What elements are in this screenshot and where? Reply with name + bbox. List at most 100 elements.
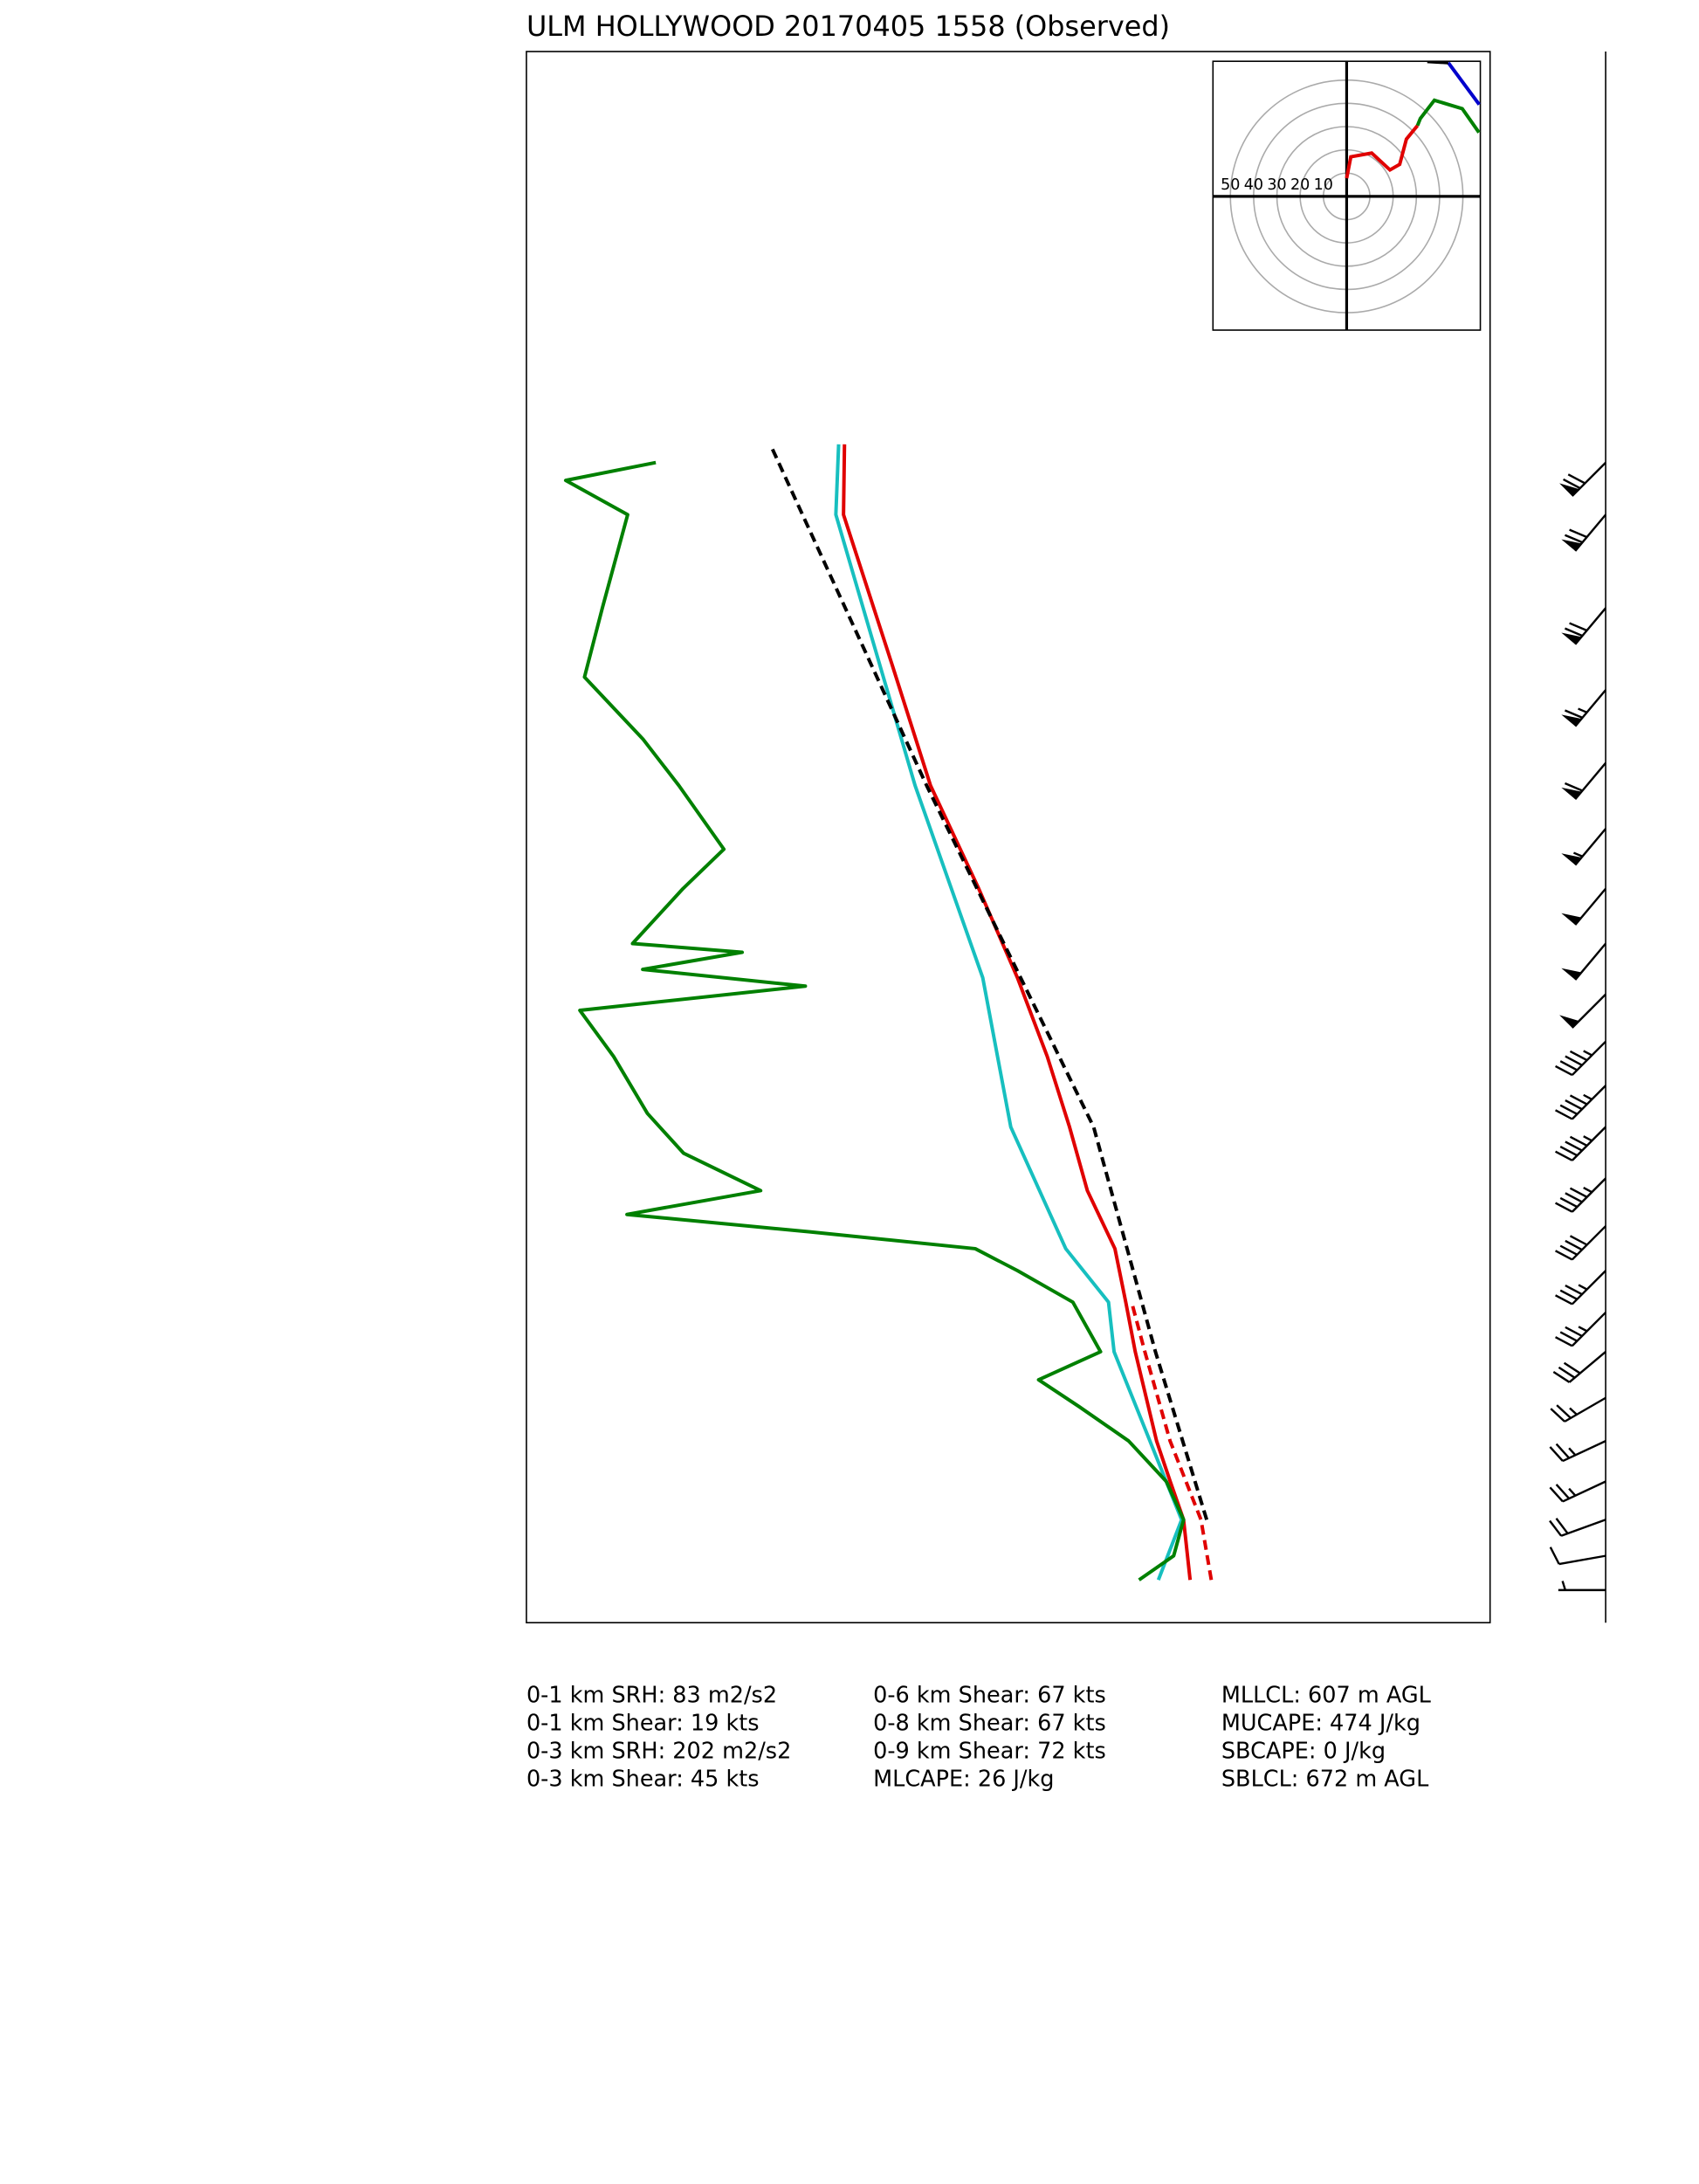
wind-barb <box>1555 1270 1606 1306</box>
hodo-trace <box>1447 61 1481 106</box>
barb-part <box>1555 1202 1573 1213</box>
profiles <box>563 443 1214 1581</box>
barb-part <box>1564 627 1583 637</box>
profile-line <box>842 444 1193 1581</box>
wind-barb <box>1561 942 1607 981</box>
barb-part <box>1562 1440 1606 1463</box>
hodo-trace <box>1415 98 1481 134</box>
barb-part <box>1569 1094 1588 1106</box>
barb-part <box>1555 1484 1571 1499</box>
hodo-ring-label: 30 <box>1267 176 1286 194</box>
barb-part <box>1583 1050 1592 1057</box>
barb-part <box>1555 1250 1573 1261</box>
barb-part <box>1583 1093 1592 1101</box>
barb-part <box>1550 1408 1565 1423</box>
stat-line: 0-6 km Shear: 67 kts <box>873 1683 1106 1709</box>
barb-part <box>1571 1126 1606 1161</box>
profile-line <box>834 444 1184 1581</box>
barb-part <box>1572 851 1583 858</box>
stats: 0-1 km SRH: 83 m2/s20-1 km Shear: 19 kts… <box>526 1683 1432 1793</box>
barb-part <box>1571 1225 1606 1261</box>
barb-part <box>1564 534 1583 544</box>
stat-line: 0-1 km SRH: 83 m2/s2 <box>526 1683 777 1709</box>
wind-barb <box>1555 1177 1606 1213</box>
barb-part <box>1565 1192 1583 1203</box>
barb-part <box>1571 1270 1606 1306</box>
wind-barb <box>1561 828 1607 866</box>
barb-part <box>1571 993 1606 1029</box>
hodo-ring-label: 40 <box>1244 176 1263 194</box>
barb-part <box>1559 1196 1578 1209</box>
barb-part <box>1574 942 1607 981</box>
barb-part <box>1569 1135 1588 1147</box>
barb-part <box>1559 483 1579 497</box>
barb-part <box>1583 1135 1592 1142</box>
barb-part <box>1564 782 1583 792</box>
barb-part <box>1559 1060 1578 1071</box>
stat-line: MUCAPE: 474 J/kg <box>1221 1711 1420 1737</box>
barb-part <box>1563 1361 1581 1374</box>
barb-part <box>1569 528 1588 539</box>
barb-part <box>1559 1146 1578 1157</box>
barb-part <box>1563 478 1581 490</box>
wind-barbs <box>1549 461 1607 1592</box>
wind-barb <box>1549 1440 1606 1463</box>
barb-part <box>1561 913 1582 926</box>
barb-part <box>1555 1109 1573 1120</box>
wind-barb <box>1555 1312 1606 1347</box>
barb-part <box>1555 1150 1573 1161</box>
hodograph: 50 40 30 20 10 <box>1213 61 1481 331</box>
barb-part <box>1578 1284 1588 1291</box>
barb-part <box>1555 1336 1573 1347</box>
barb-part <box>1578 1326 1588 1333</box>
barb-part <box>1569 1407 1578 1416</box>
barb-part <box>1565 1099 1583 1111</box>
wind-barb <box>1549 1518 1606 1537</box>
wind-barb <box>1555 1126 1606 1161</box>
wind-barb <box>1549 1480 1606 1503</box>
barb-part <box>1558 1366 1576 1379</box>
wind-barb <box>1555 1225 1606 1261</box>
barb-part <box>1549 1486 1564 1503</box>
barb-part <box>1552 1371 1571 1383</box>
barb-part <box>1565 1326 1583 1338</box>
barb-part <box>1559 1289 1578 1300</box>
barb-part <box>1555 1294 1573 1306</box>
barb-part <box>1561 539 1582 551</box>
hodo-traces <box>1345 61 1481 179</box>
wind-barb <box>1549 1547 1606 1566</box>
wind-barb <box>1561 887 1607 926</box>
stat-line: MLLCL: 607 m AGL <box>1221 1683 1432 1709</box>
barb-part <box>1565 1140 1583 1152</box>
barb-part <box>1559 1331 1578 1342</box>
barb-part <box>1571 1177 1606 1213</box>
barb-part <box>1578 707 1588 713</box>
barb-part <box>1562 1480 1606 1503</box>
barb-part <box>1565 1239 1583 1251</box>
wind-barb <box>1558 1581 1606 1592</box>
barb-part <box>1555 1064 1573 1077</box>
stat-line: 0-3 km SRH: 202 m2/s2 <box>526 1739 791 1765</box>
barb-part <box>1565 1284 1583 1296</box>
barb-part <box>1561 968 1582 981</box>
wind-barb <box>1561 761 1607 801</box>
stat-line: 0-1 km Shear: 19 kts <box>526 1711 760 1737</box>
barb-part <box>1574 828 1607 866</box>
plot-frame <box>526 51 1491 1624</box>
barb-part <box>1555 1518 1569 1534</box>
barb-part <box>1567 473 1586 485</box>
hodo-ring-label: 10 <box>1314 176 1333 194</box>
barb-part <box>1564 709 1583 720</box>
barb-part <box>1569 1187 1588 1198</box>
barb-part <box>1556 1404 1572 1419</box>
wind-barb <box>1552 1351 1606 1383</box>
wind-barb <box>1550 1396 1606 1423</box>
barb-part <box>1569 622 1588 632</box>
barb-part <box>1571 461 1606 497</box>
barb-part <box>1549 1519 1563 1537</box>
barb-part <box>1559 1015 1579 1028</box>
barb-part <box>1561 1581 1566 1591</box>
barb-part <box>1569 1235 1588 1246</box>
barb-part <box>1549 1547 1560 1565</box>
